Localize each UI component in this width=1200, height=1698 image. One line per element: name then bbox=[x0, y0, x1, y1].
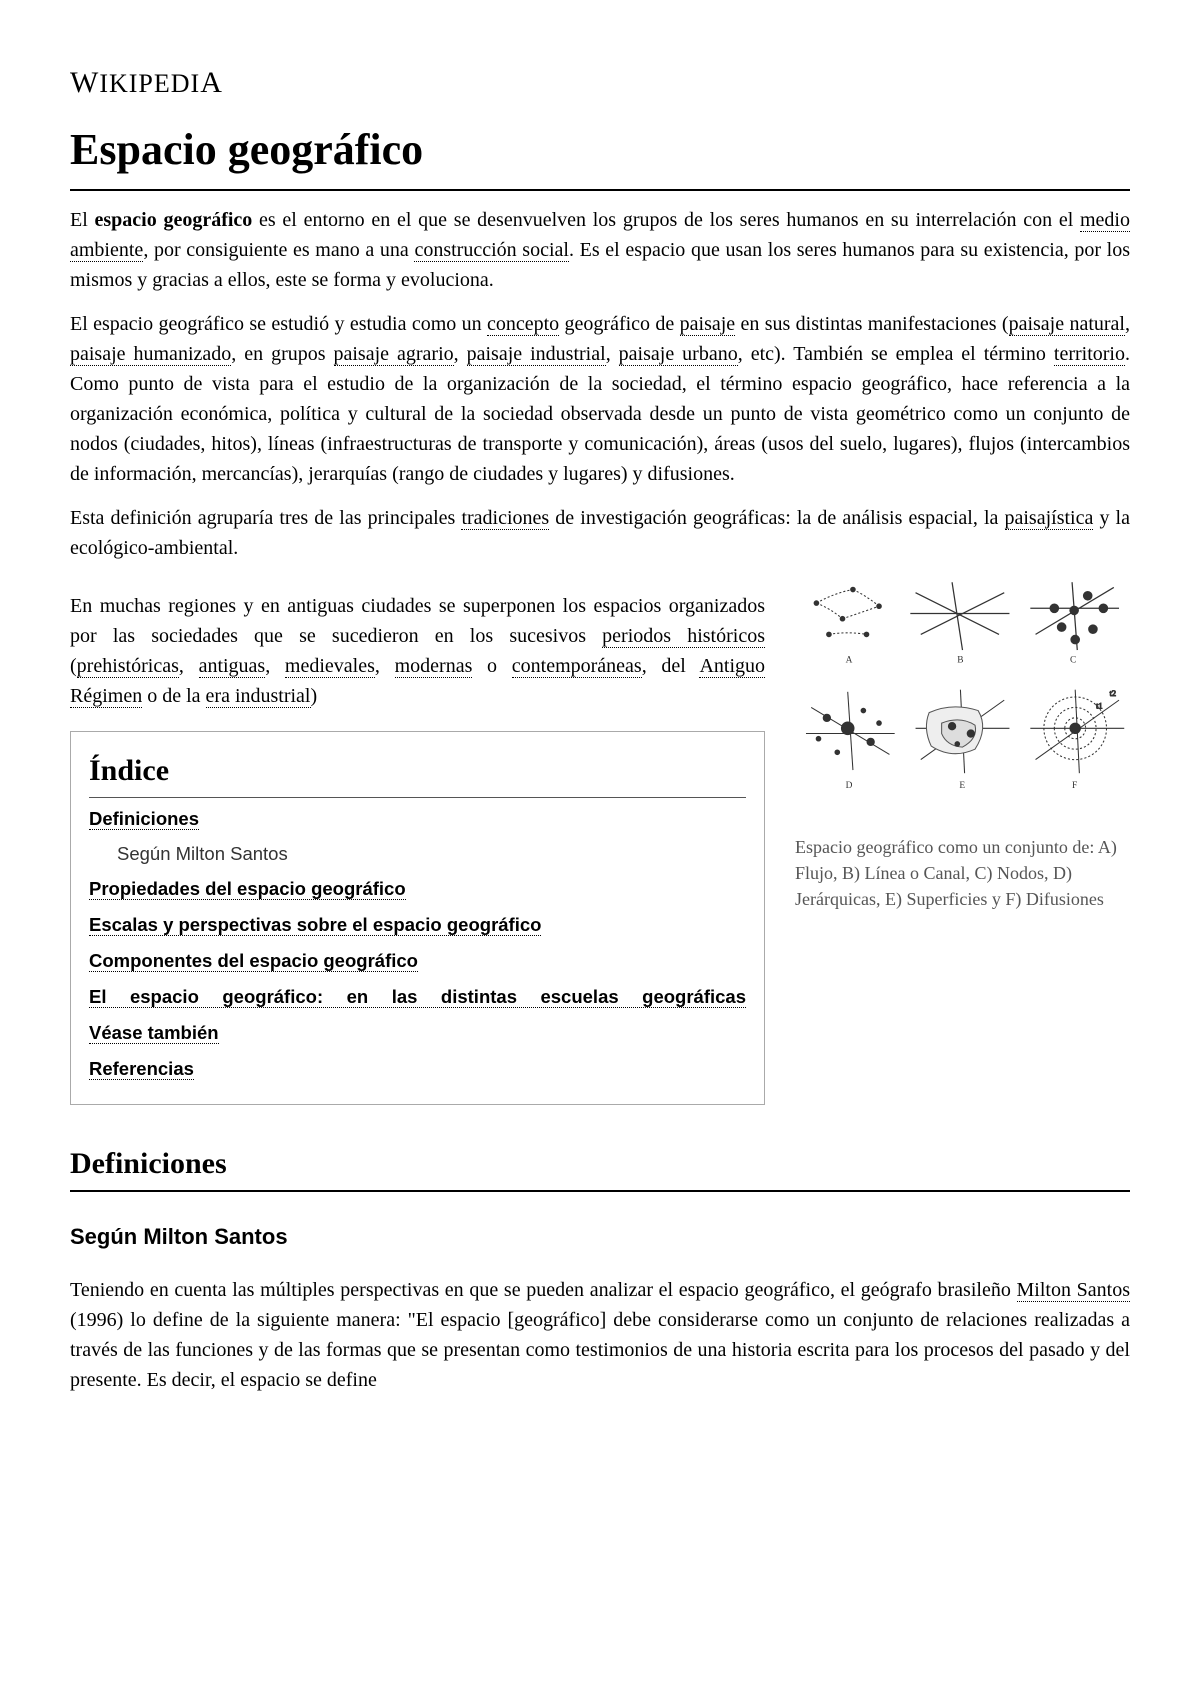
subsection-heading-milton-santos: Según Milton Santos bbox=[70, 1220, 1130, 1253]
wiki-link[interactable]: periodos históricos bbox=[602, 625, 765, 648]
intro-para-4: En muchas regiones y en antiguas ciudade… bbox=[70, 591, 765, 711]
wiki-link[interactable]: prehistóricas bbox=[77, 655, 179, 678]
section1-body: Teniendo en cuenta las múltiples perspec… bbox=[70, 1275, 1130, 1395]
svg-text:E: E bbox=[959, 781, 965, 791]
site-logo: WIKIPEDIA bbox=[70, 60, 1130, 105]
svg-text:F: F bbox=[1072, 781, 1077, 791]
toc-link[interactable]: Referencias bbox=[89, 1058, 194, 1080]
intro-para-1: El espacio geográfico es el entorno en e… bbox=[70, 205, 1130, 295]
wiki-link[interactable]: contemporáneas bbox=[512, 655, 642, 678]
wiki-link[interactable]: era industrial bbox=[206, 685, 311, 708]
svg-text:B: B bbox=[957, 656, 963, 666]
toc-sublink[interactable]: Según Milton Santos bbox=[117, 840, 746, 868]
figure-caption: Espacio geográfico como un conjunto de: … bbox=[795, 834, 1130, 912]
wiki-link[interactable]: construcción social bbox=[414, 239, 569, 262]
wiki-link[interactable]: paisaje industrial bbox=[467, 343, 606, 366]
wiki-link[interactable]: paisaje agrario bbox=[334, 343, 454, 366]
svg-text:D: D bbox=[846, 781, 853, 791]
svg-text:A: A bbox=[846, 656, 853, 666]
toc-link[interactable]: Véase también bbox=[89, 1022, 219, 1044]
toc-items: Definiciones Según Milton Santos Propiedad… bbox=[89, 804, 746, 1084]
wiki-link[interactable]: paisaje bbox=[680, 313, 736, 336]
svg-text:C: C bbox=[1070, 656, 1076, 666]
toc-link[interactable]: Escalas y perspectivas sobre el espacio … bbox=[89, 914, 541, 936]
logo-text: IKIPEDI bbox=[99, 69, 200, 98]
intro-para-3: Esta definición agruparía tres de las pr… bbox=[70, 503, 1130, 563]
toc-link[interactable]: El espacio geográfico: en las distintas … bbox=[89, 986, 746, 1008]
page-title: Espacio geográfico bbox=[70, 117, 1130, 191]
toc-link[interactable]: Definiciones bbox=[89, 808, 199, 830]
wiki-link[interactable]: paisaje humanizado bbox=[70, 343, 231, 366]
toc-link[interactable]: Propiedades del espacio geográfico bbox=[89, 878, 406, 900]
wiki-link[interactable]: tradiciones bbox=[461, 507, 549, 530]
wiki-link[interactable]: concepto bbox=[487, 313, 559, 336]
toc-title: Índice bbox=[89, 748, 746, 798]
wiki-link[interactable]: medievales bbox=[285, 655, 375, 678]
wiki-link[interactable]: paisaje natural bbox=[1009, 313, 1125, 336]
geographic-space-diagram: A B C bbox=[795, 577, 1130, 817]
wiki-link[interactable]: modernas bbox=[395, 655, 473, 678]
wiki-link[interactable]: antiguas bbox=[199, 655, 266, 678]
wiki-link[interactable]: territorio bbox=[1054, 343, 1125, 366]
section-heading-definiciones: Definiciones bbox=[70, 1141, 1130, 1192]
toc-link[interactable]: Componentes del espacio geográfico bbox=[89, 950, 418, 972]
svg-text:t2: t2 bbox=[1110, 689, 1116, 698]
intro-para-2: El espacio geográfico se estudió y estud… bbox=[70, 309, 1130, 489]
table-of-contents: Índice Definiciones Según Milton Santos Pr… bbox=[70, 731, 765, 1105]
wiki-link[interactable]: paisaje urbano bbox=[619, 343, 738, 366]
wiki-link[interactable]: Milton Santos bbox=[1017, 1279, 1130, 1302]
wiki-link[interactable]: paisajística bbox=[1005, 507, 1094, 530]
figure-box: A B C bbox=[795, 577, 1130, 912]
